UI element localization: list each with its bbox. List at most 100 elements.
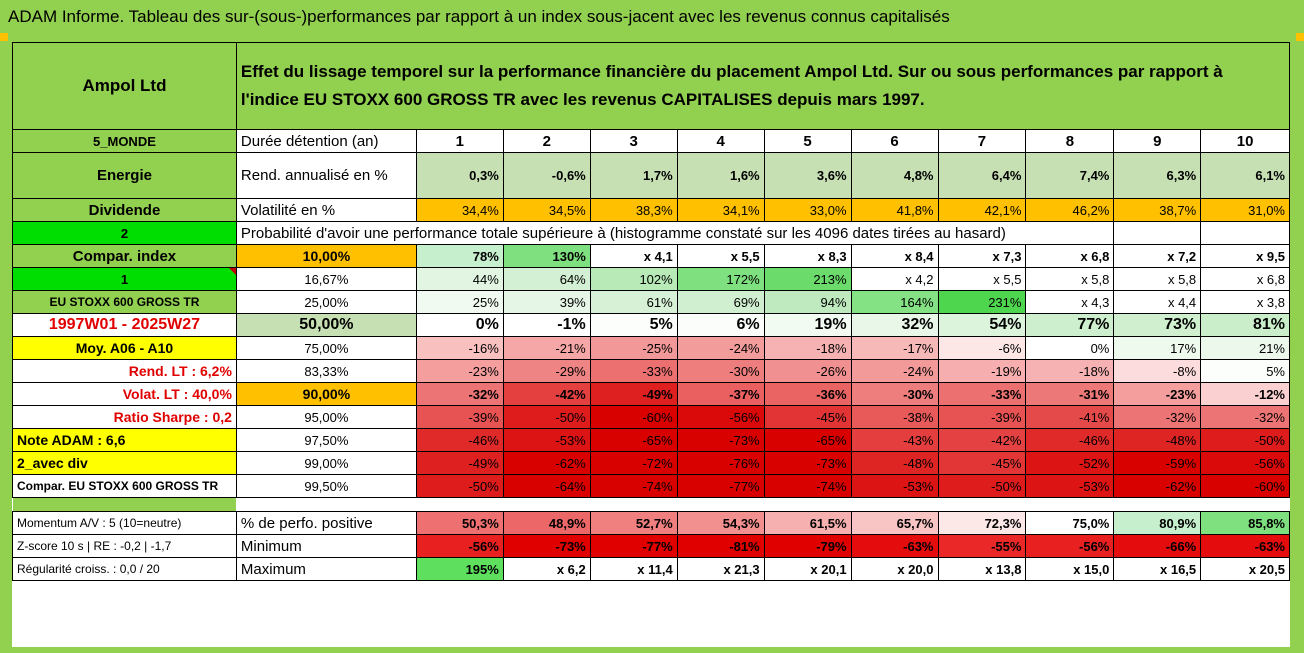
- pos-value: 75,0%: [1025, 511, 1115, 535]
- max-label: Maximum: [235, 557, 417, 581]
- quantile-value: -65%: [589, 428, 678, 452]
- quantile-value: x 8,3: [763, 244, 852, 268]
- rend-row: Energie Rend. annualisé en % 0,3% -0,6% …: [12, 152, 1290, 199]
- quantile-value: -77%: [676, 474, 765, 498]
- quantile-value: 39%: [502, 290, 591, 314]
- quantile-value: -36%: [763, 382, 852, 406]
- pos-value: 48,9%: [502, 511, 591, 535]
- quantile-pct: 90,00%: [235, 382, 417, 406]
- pos-row: Momentum A/V : 5 (10=neutre)% de perfo. …: [12, 511, 1290, 535]
- quantile-value: -31%: [1025, 382, 1115, 406]
- quantile-row: 2_avec div 99,00% -49% -62% -72% -76% -73% -48%…: [12, 451, 1290, 475]
- vol-1: 34,4%: [415, 198, 504, 222]
- min-value: -81%: [676, 534, 765, 558]
- max-value: 195%: [415, 557, 504, 581]
- regularite-label: Régularité croiss. : 0,0 / 20: [12, 557, 237, 581]
- momentum-label: Momentum A/V : 5 (10=neutre): [12, 511, 237, 535]
- quantile-value: 231%: [937, 290, 1027, 314]
- pos-label: % de perfo. positive: [235, 511, 417, 535]
- quantile-row: 1 16,67% 44% 64% 102% 172% 213% x 4,2 x 5,5 x 5,8…: [12, 267, 1290, 291]
- rend-5: 3,6%: [763, 152, 852, 199]
- quantile-value: -38%: [850, 405, 939, 429]
- spacer-cell: [1200, 497, 1290, 512]
- quantile-value: x 7,2: [1113, 244, 1202, 268]
- quantile-value: -46%: [1025, 428, 1115, 452]
- quantile-value: 61%: [589, 290, 678, 314]
- quantile-value: -17%: [850, 336, 939, 360]
- quantile-value: 69%: [676, 290, 765, 314]
- quantile-value: 32%: [850, 313, 939, 337]
- pos-value: 85,8%: [1200, 511, 1290, 535]
- quantile-value: -16%: [415, 336, 504, 360]
- quantile-value: x 7,3: [937, 244, 1027, 268]
- volat-lt-label: Volat. LT : 40,0%: [12, 382, 237, 406]
- min-value: -63%: [1200, 534, 1290, 558]
- quantile-value: 130%: [502, 244, 591, 268]
- quantile-value: -37%: [676, 382, 765, 406]
- year-8: 8: [1025, 129, 1115, 153]
- quantile-value: -39%: [415, 405, 504, 429]
- zscore-label: Z-score 10 s | RE : -0,2 | -1,7: [12, 534, 237, 558]
- vol-row: Dividende Volatilité en % 34,4% 34,5% 38…: [12, 198, 1290, 222]
- vol-6: 41,8%: [850, 198, 939, 222]
- quantile-value: 19%: [763, 313, 852, 337]
- index-name-label: EU STOXX 600 GROSS TR: [12, 290, 237, 314]
- quantile-row: Note ADAM : 6,6 97,50% -46% -53% -65% -73% -65…: [12, 428, 1290, 452]
- corner-marker-left: [0, 33, 8, 41]
- min-value: -56%: [1025, 534, 1115, 558]
- quantile-value: -59%: [1113, 451, 1202, 475]
- quantile-value: 94%: [763, 290, 852, 314]
- rend-10: 6,1%: [1200, 152, 1290, 199]
- moy-label: Moy. A06 - A10: [12, 336, 237, 360]
- num2-cell: 2: [12, 221, 237, 245]
- quantile-value: x 6,8: [1025, 244, 1115, 268]
- quantile-value: -8%: [1113, 359, 1202, 383]
- period-label: 1997W01 - 2025W27: [12, 313, 237, 337]
- quantile-value: -49%: [589, 382, 678, 406]
- year-6: 6: [850, 129, 939, 153]
- rend-1: 0,3%: [415, 152, 504, 199]
- quantile-value: -48%: [850, 451, 939, 475]
- quantile-value: -42%: [937, 428, 1027, 452]
- rend-7: 6,4%: [937, 152, 1027, 199]
- quantile-value: -23%: [1113, 382, 1202, 406]
- vol-4: 34,1%: [676, 198, 765, 222]
- sector-label: Energie: [12, 152, 237, 199]
- max-value: x 20,0: [850, 557, 939, 581]
- quantile-value: -50%: [937, 474, 1027, 498]
- quantile-pct: 99,50%: [235, 474, 417, 498]
- quantile-value: -60%: [1200, 474, 1290, 498]
- quantile-pct: 99,00%: [235, 451, 417, 475]
- quantile-value: -6%: [937, 336, 1027, 360]
- pos-value: 61,5%: [763, 511, 852, 535]
- quantile-row: Ratio Sharpe : 0,2 95,00% -39% -50% -60% -56%…: [12, 405, 1290, 429]
- vol-label: Volatilité en %: [235, 198, 417, 222]
- rend-8: 7,4%: [1025, 152, 1115, 199]
- max-value: x 11,4: [589, 557, 678, 581]
- quantile-value: -65%: [763, 428, 852, 452]
- quantile-pct: 83,33%: [235, 359, 417, 383]
- quantile-value: -53%: [502, 428, 591, 452]
- spacer-cell: [1113, 497, 1201, 512]
- min-value: -77%: [589, 534, 678, 558]
- quantile-value: x 8,4: [850, 244, 939, 268]
- num1-cell: 1: [12, 267, 237, 291]
- rend-label: Rend. annualisé en %: [235, 152, 417, 199]
- max-value: x 20,1: [763, 557, 852, 581]
- year-9: 9: [1113, 129, 1202, 153]
- min-value: -63%: [850, 534, 939, 558]
- quantile-value: -45%: [763, 405, 852, 429]
- company-name: Ampol Ltd: [12, 42, 237, 130]
- quantile-row: Rend. LT : 6,2% 83,33% -23% -29% -33% -30% -26…: [12, 359, 1290, 383]
- max-row: Régularité croiss. : 0,0 / 20 Maximum 195%…: [12, 557, 1290, 581]
- year-3: 3: [589, 129, 678, 153]
- quantile-pct: 25,00%: [235, 290, 417, 314]
- quantile-value: 102%: [589, 267, 678, 291]
- max-value: x 6,2: [502, 557, 591, 581]
- spacer-cell: [938, 497, 1026, 512]
- quantile-row: EU STOXX 600 GROSS TR 25,00% 25% 39% 61% 69% 9…: [12, 290, 1290, 314]
- quantile-value: -12%: [1200, 382, 1290, 406]
- spacer-cell: [1025, 497, 1114, 512]
- quantile-value: 6%: [676, 313, 765, 337]
- max-value: x 15,0: [1025, 557, 1115, 581]
